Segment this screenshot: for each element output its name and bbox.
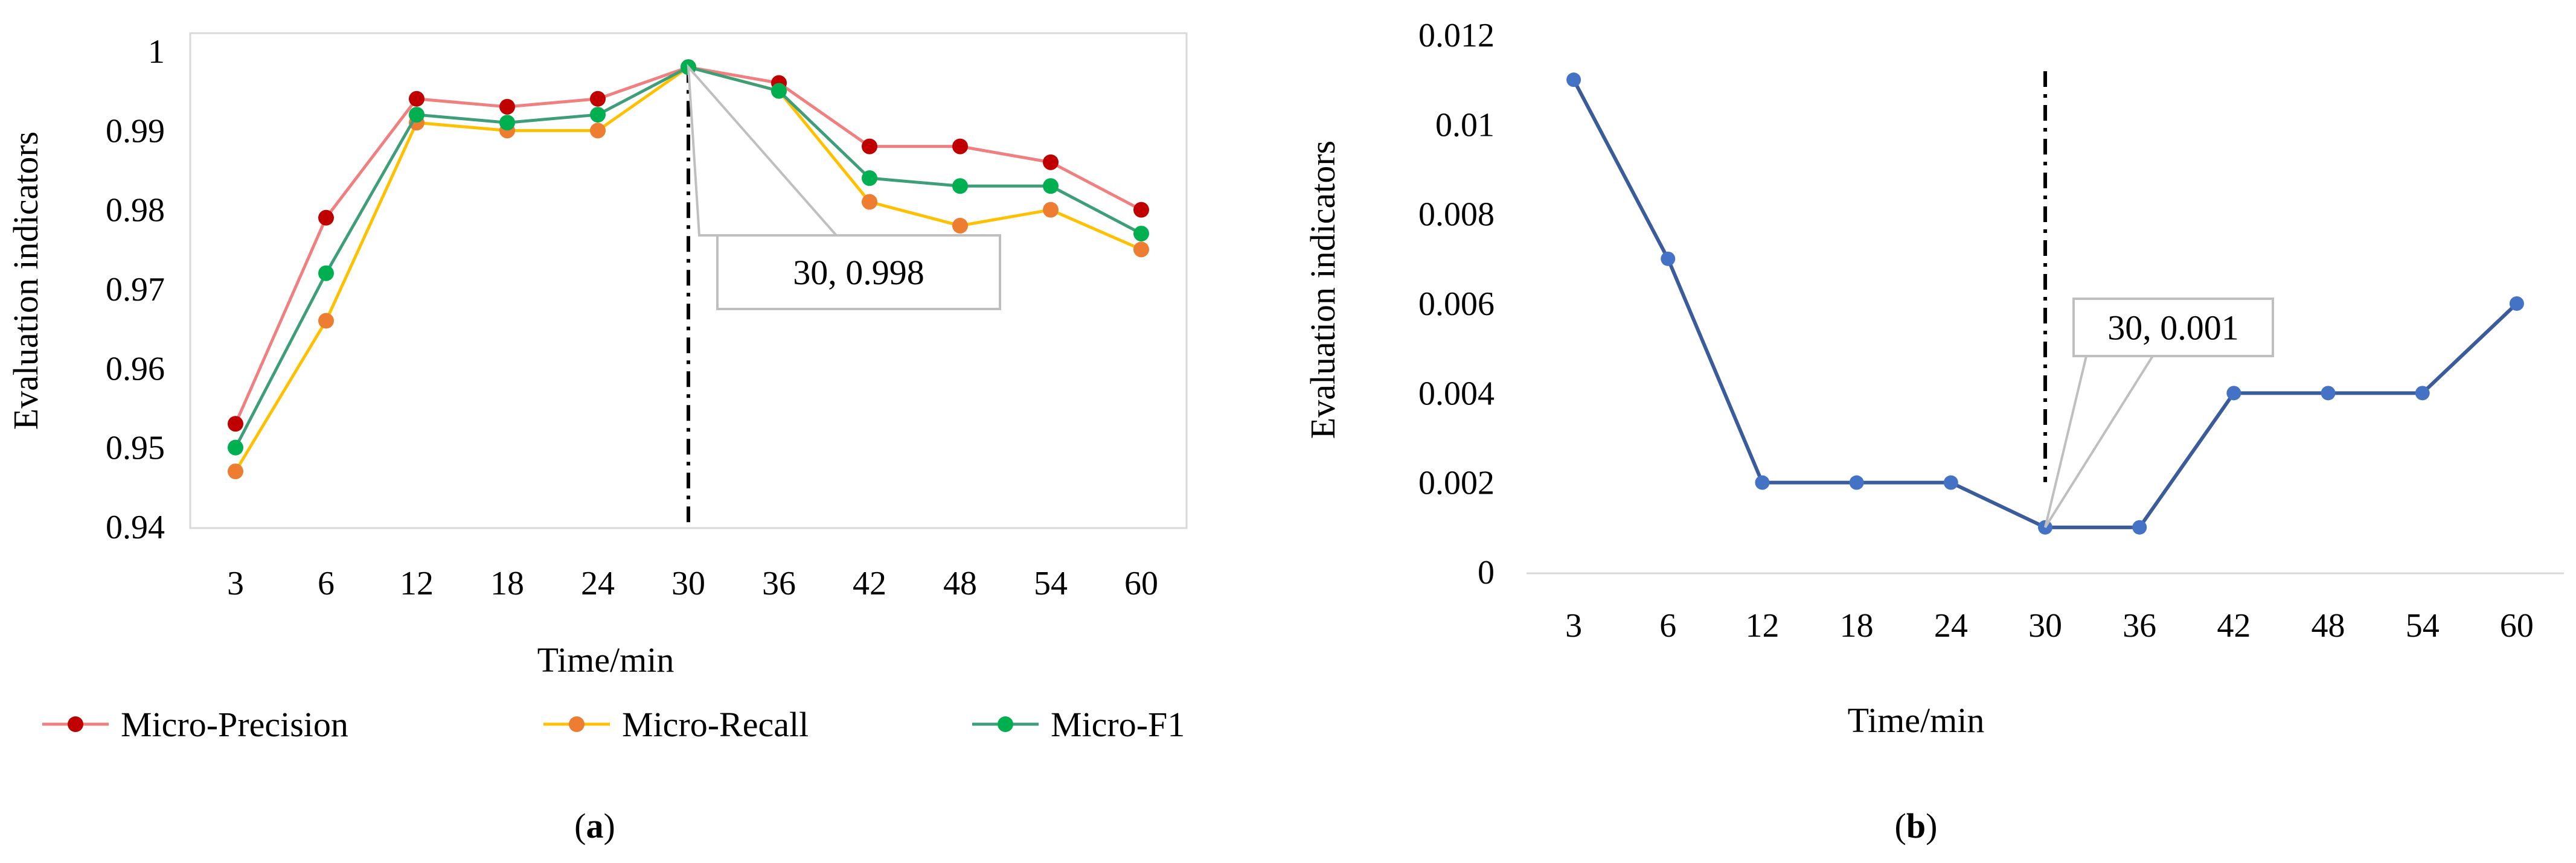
data-point [2321,386,2336,401]
data-point [409,91,425,107]
data-point [228,463,243,480]
data-point [2132,520,2147,535]
x-tick-label: 48 [2312,607,2345,645]
data-point [1661,251,1676,266]
data-point [1133,202,1149,218]
x-tick-label: 3 [1565,607,1582,645]
y-tick-label: 0.99 [106,112,165,150]
legend-swatch-marker [68,716,83,732]
data-point [2415,386,2430,401]
y-tick-label: 1 [148,33,165,71]
x-tick-label: 18 [1840,607,1874,645]
data-point [952,138,968,154]
callout-box [716,234,1001,310]
data-point [409,107,425,123]
y-tick-label: 0.98 [106,192,165,229]
y-tick-label: 0.01 [1435,106,1495,144]
x-tick-label: 30 [671,565,705,602]
y-tick-label: 0.94 [106,509,165,546]
chart-panel-b: Evaluation indicators Time/min (b) 0 0.00… [1303,17,2564,845]
x-tick-label: 36 [762,565,796,602]
y-tick-label: 0.97 [106,271,165,308]
y-tick-label: 0.004 [1418,375,1495,412]
x-tick-label: 24 [1934,607,1968,645]
x-tick-label: 3 [227,565,244,602]
data-point [1849,475,1864,490]
y-axis-label-a: Evaluation indicators [6,132,45,430]
x-tick-label: 24 [581,565,615,602]
callout-pointer [687,63,839,237]
x-tick-label: 54 [1034,565,1068,602]
x-tick-label: 60 [2500,607,2534,645]
data-point [318,209,334,226]
y-tick-label: 0.95 [106,430,165,467]
panel-label-a: (a) [574,806,615,845]
y-tick-label: 0.96 [106,350,165,387]
x-tick-label: 54 [2406,607,2440,645]
data-point [590,123,606,139]
legend-label: Micro-Recall [622,705,809,744]
y-axis-label-b: Evaluation indicators [1303,141,1342,439]
data-point [318,265,334,281]
data-point [1133,241,1149,258]
chart-panel-a: Evaluation indicators Time/min Micro-Pre… [6,32,1188,845]
data-point [952,217,968,234]
data-point [771,83,787,99]
data-point [2509,296,2524,311]
data-point [318,313,334,329]
x-tick-label: 6 [1659,607,1676,645]
data-point [499,115,515,131]
x-tick-label: 30 [2028,607,2062,645]
y-tick-label: 0.012 [1418,17,1495,54]
x-axis-label-a: Time/min [537,640,674,680]
data-point [590,107,606,123]
data-point [1943,475,1958,490]
data-point [228,439,243,456]
y-tick-label: 0.006 [1418,285,1495,323]
data-point [1755,475,1770,490]
x-axis-label-b: Time/min [1848,701,1985,740]
panel-label-b: (b) [1895,806,1938,845]
data-point [862,138,877,154]
legend-swatch-marker [569,716,585,732]
data-point [1566,72,1581,88]
data-point [862,170,877,186]
data-point [1133,226,1149,242]
x-tick-label: 48 [943,565,977,602]
x-tick-label: 42 [853,565,886,602]
data-point [1043,202,1059,218]
y-tick-label: 0.002 [1418,465,1495,502]
data-point [2226,386,2241,401]
legend-swatch-marker [998,716,1013,732]
x-tick-label: 18 [490,565,524,602]
x-tick-label: 36 [2123,607,2156,645]
data-point [590,91,606,107]
data-point [862,194,877,210]
callout-box [2072,298,2274,357]
x-tick-label: 60 [1124,565,1158,602]
x-tick-label: 12 [1745,607,1779,645]
legend-label: Micro-F1 [1051,705,1185,744]
data-point [952,178,968,194]
y-tick-label: 0.008 [1418,196,1495,234]
callout-label: 30, 0.001 [2107,308,2239,348]
callout-label: 30, 0.998 [793,253,924,292]
plot-area-a [189,32,1188,529]
x-tick-label: 12 [400,565,434,602]
y-tick-label: 0 [1478,554,1495,591]
callout-pointer [2044,355,2155,528]
data-point [499,98,515,115]
legend-a: Micro-Precision Micro-Recall Micro-F1 [42,705,1185,744]
legend-label: Micro-Precision [121,705,348,744]
data-point [1043,178,1059,194]
data-point [1043,154,1059,170]
x-tick-label: 42 [2217,607,2251,645]
x-tick-label: 6 [318,565,335,602]
data-point [228,416,243,432]
